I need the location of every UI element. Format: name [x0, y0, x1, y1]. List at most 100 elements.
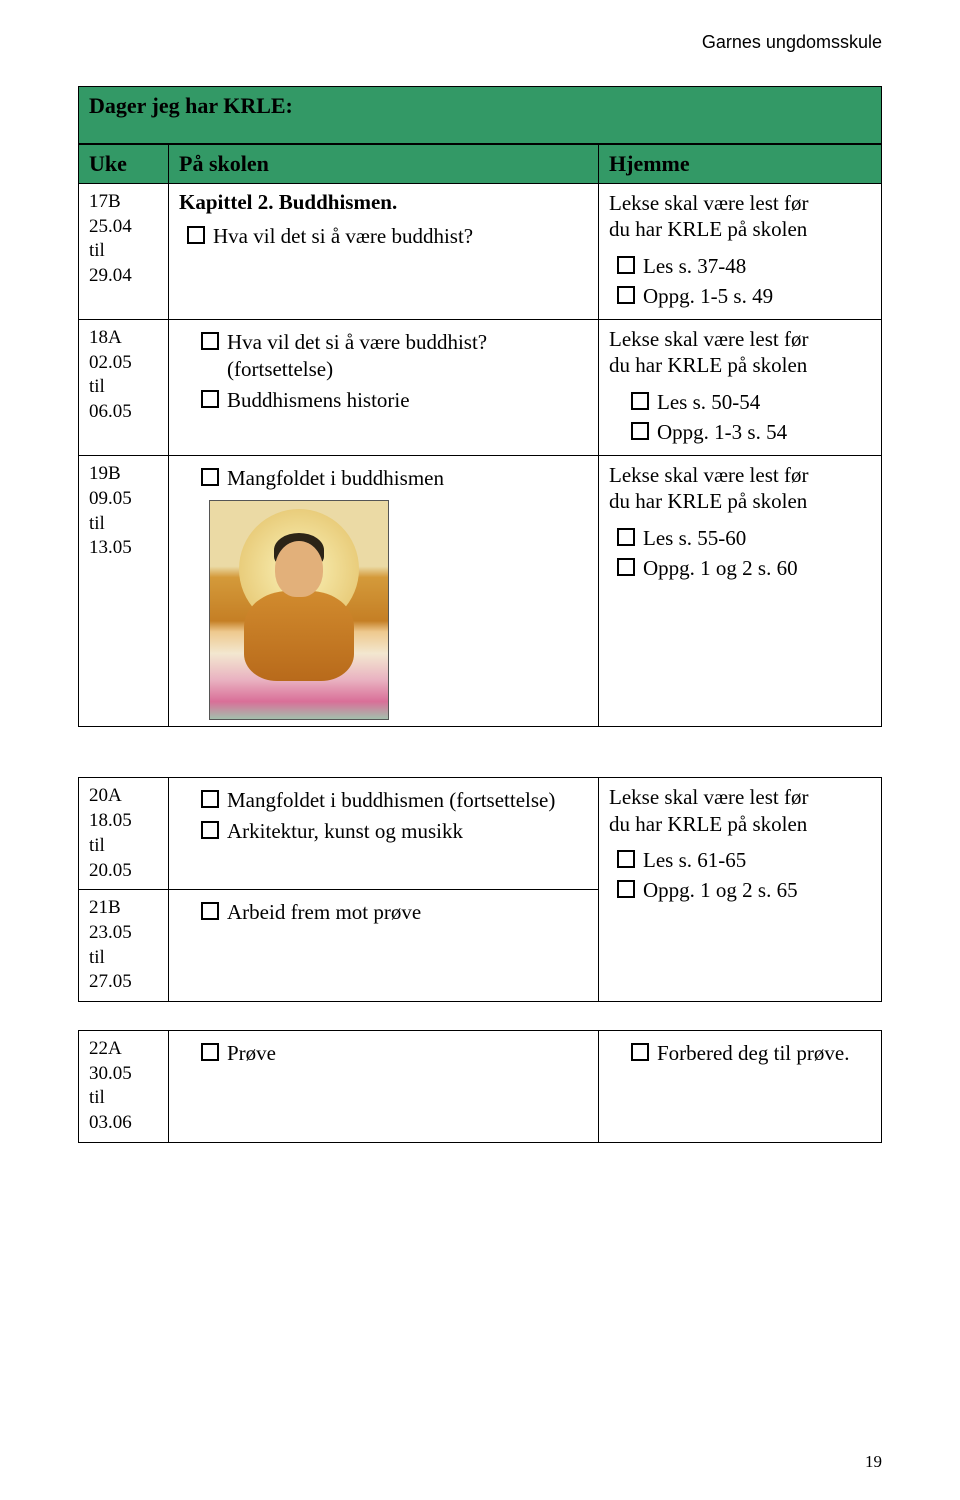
uke-til: til: [89, 834, 158, 859]
uke-til: til: [89, 239, 158, 264]
uke-til: til: [89, 375, 158, 400]
hjemme-list: Les s. 61-65 Oppg. 1 og 2 s. 65: [609, 847, 871, 905]
hjemme-cell: Forbered deg til prøve.: [599, 1030, 882, 1142]
uke-cell: 21B 23.05 til 27.05: [79, 890, 169, 1002]
title-bar: Dager jeg har KRLE:: [78, 86, 882, 144]
hjemme-list: Les s. 55-60 Oppg. 1 og 2 s. 60: [609, 525, 871, 583]
skolen-cell: Kapittel 2. Buddhismen. Hva vil det si å…: [169, 184, 599, 320]
lekse-text: Lekse skal være lest før du har KRLE på …: [609, 462, 871, 515]
list-item: Oppg. 1 og 2 s. 65: [609, 877, 871, 904]
uke-from: 30.05: [89, 1062, 158, 1087]
skolen-list: Mangfoldet i buddhismen: [179, 465, 588, 492]
list-item: Arkitektur, kunst og musikk: [179, 818, 588, 845]
skolen-list: Hva vil det si å være buddhist? (fortset…: [179, 329, 588, 414]
uke-from: 23.05: [89, 921, 158, 946]
uke-cell: 18A 02.05 til 06.05: [79, 320, 169, 456]
title-label: Dager jeg har KRLE:: [89, 93, 293, 118]
list-item: Mangfoldet i buddhismen: [179, 465, 588, 492]
uke-til: til: [89, 946, 158, 971]
table-header-row: Uke På skolen Hjemme: [79, 145, 882, 184]
list-item: Les s. 50-54: [609, 389, 871, 416]
uke-to: 03.06: [89, 1111, 158, 1136]
skolen-list: Prøve: [179, 1040, 588, 1067]
uke-code: 17B: [89, 190, 158, 215]
lekse-line2: du har KRLE på skolen: [609, 812, 807, 836]
skolen-cell: Mangfoldet i buddhismen: [169, 456, 599, 727]
plan-table-mid: 20A 18.05 til 20.05 Mangfoldet i buddhis…: [78, 777, 882, 1002]
skolen-cell: Arbeid frem mot prøve: [169, 890, 599, 1002]
lekse-text: Lekse skal være lest før du har KRLE på …: [609, 190, 871, 243]
skolen-cell: Mangfoldet i buddhismen (fortsettelse) A…: [169, 778, 599, 890]
lekse-text: Lekse skal være lest før du har KRLE på …: [609, 326, 871, 379]
hjemme-cell: Lekse skal være lest før du har KRLE på …: [599, 456, 882, 727]
uke-from: 02.05: [89, 351, 158, 376]
chapter-heading: Kapittel 2. Buddhismen.: [179, 190, 588, 215]
hjemme-cell: Lekse skal være lest før du har KRLE på …: [599, 184, 882, 320]
list-item: Hva vil det si å være buddhist? (fortset…: [179, 329, 588, 384]
lekse-line1: Lekse skal være lest før: [609, 191, 808, 215]
list-item: Les s. 55-60: [609, 525, 871, 552]
uke-cell: 20A 18.05 til 20.05: [79, 778, 169, 890]
table-row: 17B 25.04 til 29.04 Kapittel 2. Buddhism…: [79, 184, 882, 320]
uke-to: 20.05: [89, 859, 158, 884]
uke-from: 09.05: [89, 487, 158, 512]
uke-cell: 17B 25.04 til 29.04: [79, 184, 169, 320]
list-item: Forbered deg til prøve.: [609, 1040, 871, 1067]
uke-code: 18A: [89, 326, 158, 351]
skolen-list: Mangfoldet i buddhismen (fortsettelse) A…: [179, 787, 588, 845]
uke-to: 06.05: [89, 400, 158, 425]
table-row: 18A 02.05 til 06.05 Hva vil det si å vær…: [79, 320, 882, 456]
uke-from: 18.05: [89, 809, 158, 834]
lekse-line1: Lekse skal være lest før: [609, 785, 808, 809]
plan-table-top: Uke På skolen Hjemme 17B 25.04 til 29.04…: [78, 144, 882, 727]
skolen-cell: Hva vil det si å være buddhist? (fortset…: [169, 320, 599, 456]
list-item: Les s. 37-48: [609, 253, 871, 280]
uke-from: 25.04: [89, 215, 158, 240]
page-number: 19: [865, 1452, 882, 1472]
list-item: Les s. 61-65: [609, 847, 871, 874]
table-row: 20A 18.05 til 20.05 Mangfoldet i buddhis…: [79, 778, 882, 890]
uke-cell: 19B 09.05 til 13.05: [79, 456, 169, 727]
table-row: 22A 30.05 til 03.06 Prøve Forbered deg t…: [79, 1030, 882, 1142]
col-header-hjemme: Hjemme: [599, 145, 882, 184]
lekse-line1: Lekse skal være lest før: [609, 463, 808, 487]
col-header-skolen: På skolen: [169, 145, 599, 184]
uke-cell: 22A 30.05 til 03.06: [79, 1030, 169, 1142]
uke-code: 20A: [89, 784, 158, 809]
list-item: Buddhismens historie: [179, 387, 588, 414]
lekse-text: Lekse skal være lest før du har KRLE på …: [609, 784, 871, 837]
lekse-line2: du har KRLE på skolen: [609, 217, 807, 241]
uke-to: 29.04: [89, 264, 158, 289]
list-item: Oppg. 1-5 s. 49: [609, 283, 871, 310]
list-item: Mangfoldet i buddhismen (fortsettelse): [179, 787, 588, 814]
col-header-uke: Uke: [79, 145, 169, 184]
hjemme-cell: Lekse skal være lest før du har KRLE på …: [599, 778, 882, 1002]
uke-to: 13.05: [89, 536, 158, 561]
uke-code: 22A: [89, 1037, 158, 1062]
buddha-body: [244, 591, 354, 681]
table-row: 19B 09.05 til 13.05 Mangfoldet i buddhis…: [79, 456, 882, 727]
uke-til: til: [89, 1086, 158, 1111]
list-item: Arbeid frem mot prøve: [179, 899, 588, 926]
uke-to: 27.05: [89, 970, 158, 995]
hjemme-list: Forbered deg til prøve.: [609, 1040, 871, 1067]
list-item: Hva vil det si å være buddhist?: [179, 223, 588, 250]
school-name-header: Garnes ungdomsskule: [702, 32, 882, 53]
skolen-list: Arbeid frem mot prøve: [179, 899, 588, 926]
list-item: Oppg. 1 og 2 s. 60: [609, 555, 871, 582]
uke-code: 19B: [89, 462, 158, 487]
list-item: Prøve: [179, 1040, 588, 1067]
hjemme-list: Les s. 50-54 Oppg. 1-3 s. 54: [609, 389, 871, 447]
uke-til: til: [89, 512, 158, 537]
buddha-head: [275, 541, 323, 597]
hjemme-cell: Lekse skal være lest før du har KRLE på …: [599, 320, 882, 456]
skolen-list: Hva vil det si å være buddhist?: [179, 223, 588, 250]
uke-code: 21B: [89, 896, 158, 921]
skolen-cell: Prøve: [169, 1030, 599, 1142]
plan-table-bot: 22A 30.05 til 03.06 Prøve Forbered deg t…: [78, 1030, 882, 1143]
list-item: Oppg. 1-3 s. 54: [609, 419, 871, 446]
buddha-image: [209, 500, 389, 720]
hjemme-list: Les s. 37-48 Oppg. 1-5 s. 49: [609, 253, 871, 311]
lekse-line1: Lekse skal være lest før: [609, 327, 808, 351]
lekse-line2: du har KRLE på skolen: [609, 489, 807, 513]
